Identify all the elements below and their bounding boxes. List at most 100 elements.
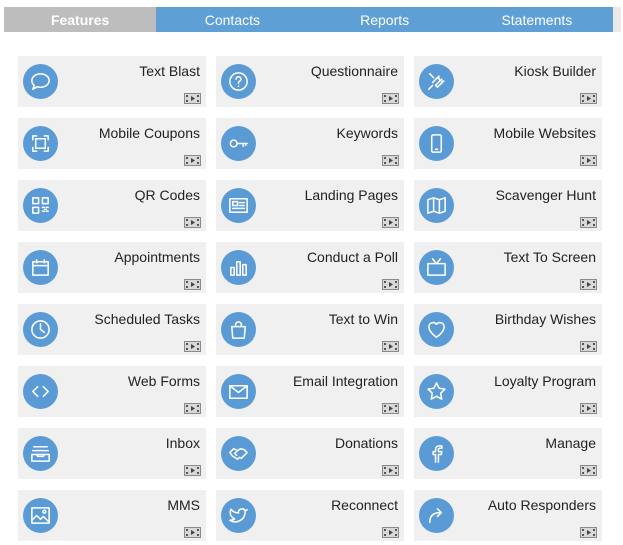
feature-label: Email Integration <box>292 373 398 389</box>
inbox-tray-icon <box>23 436 58 471</box>
code-brackets-icon <box>23 374 58 409</box>
video-tutorial-icon[interactable] <box>382 153 399 166</box>
video-tutorial-icon[interactable] <box>580 153 597 166</box>
feature-label: Web Forms <box>127 373 200 389</box>
feature-card-auto-responders[interactable]: Auto Responders <box>414 490 602 541</box>
feature-card-scavenger-hunt[interactable]: Scavenger Hunt <box>414 180 602 231</box>
video-tutorial-icon[interactable] <box>580 463 597 476</box>
feature-label: Kiosk Builder <box>514 63 596 79</box>
feature-card-reconnect[interactable]: Reconnect <box>216 490 404 541</box>
key-icon <box>221 126 256 161</box>
feature-label: Landing Pages <box>304 187 398 203</box>
qr-code-icon <box>23 188 58 223</box>
feature-card-appointments[interactable]: Appointments <box>18 242 206 293</box>
feature-label: Loyalty Program <box>494 373 596 389</box>
feature-label: Scheduled Tasks <box>94 311 200 327</box>
question-icon <box>221 64 256 99</box>
envelope-icon <box>221 374 256 409</box>
feature-label: Inbox <box>165 435 200 451</box>
video-tutorial-icon[interactable] <box>184 525 201 538</box>
feature-label: Keywords <box>336 125 398 141</box>
tab-statements[interactable]: Statements <box>501 11 573 28</box>
video-tutorial-icon[interactable] <box>382 215 399 228</box>
feature-card-scheduled-tasks[interactable]: Scheduled Tasks <box>18 304 206 355</box>
feature-label: Questionnaire <box>310 63 398 79</box>
video-tutorial-icon[interactable] <box>580 339 597 352</box>
video-tutorial-icon[interactable] <box>184 339 201 352</box>
feature-card-inbox[interactable]: Inbox <box>18 428 206 479</box>
video-tutorial-icon[interactable] <box>184 401 201 414</box>
heart-icon <box>419 312 454 347</box>
landing-page-icon <box>221 188 256 223</box>
shopping-bag-icon <box>221 312 256 347</box>
feature-card-email-integration[interactable]: Email Integration <box>216 366 404 417</box>
feature-card-loyalty-program[interactable]: Loyalty Program <box>414 366 602 417</box>
video-tutorial-icon[interactable] <box>382 525 399 538</box>
feature-card-donations[interactable]: Donations <box>216 428 404 479</box>
video-tutorial-icon[interactable] <box>184 277 201 290</box>
main-tab-bar: Features Contacts Reports Statements <box>4 7 613 32</box>
feature-card-mobile-coupons[interactable]: Mobile Coupons <box>18 118 206 169</box>
feature-card-kiosk-builder[interactable]: Kiosk Builder <box>414 56 602 107</box>
video-tutorial-icon[interactable] <box>382 401 399 414</box>
image-icon <box>23 498 58 533</box>
feature-card-qr-codes[interactable]: QR Codes <box>18 180 206 231</box>
feature-label: Conduct a Poll <box>306 249 398 265</box>
feature-card-keywords[interactable]: Keywords <box>216 118 404 169</box>
video-tutorial-icon[interactable] <box>580 91 597 104</box>
tv-icon <box>419 250 454 285</box>
feature-card-manage[interactable]: Manage <box>414 428 602 479</box>
feature-card-mms[interactable]: MMS <box>18 490 206 541</box>
feature-card-birthday-wishes[interactable]: Birthday Wishes <box>414 304 602 355</box>
calendar-icon <box>23 250 58 285</box>
feature-label: Reconnect <box>331 497 398 513</box>
wrench-icon <box>419 64 454 99</box>
feature-card-conduct-a-poll[interactable]: Conduct a Poll <box>216 242 404 293</box>
mobile-phone-icon <box>419 126 454 161</box>
tab-bar-scroll-edge <box>613 7 621 32</box>
video-tutorial-icon[interactable] <box>580 401 597 414</box>
feature-label: Auto Responders <box>487 497 596 513</box>
feature-label: QR Codes <box>134 187 200 203</box>
video-tutorial-icon[interactable] <box>382 277 399 290</box>
facebook-icon <box>419 436 454 471</box>
video-tutorial-icon[interactable] <box>184 91 201 104</box>
video-tutorial-icon[interactable] <box>580 215 597 228</box>
star-icon <box>419 374 454 409</box>
feature-label: Manage <box>545 435 596 451</box>
feature-card-text-to-screen[interactable]: Text To Screen <box>414 242 602 293</box>
feature-label: Text to Win <box>328 311 398 327</box>
handshake-icon <box>221 436 256 471</box>
video-tutorial-icon[interactable] <box>580 277 597 290</box>
feature-label: Mobile Coupons <box>98 125 200 141</box>
video-tutorial-icon[interactable] <box>184 153 201 166</box>
feature-card-landing-pages[interactable]: Landing Pages <box>216 180 404 231</box>
tab-features[interactable]: Features <box>4 7 157 32</box>
video-tutorial-icon[interactable] <box>382 91 399 104</box>
video-tutorial-icon[interactable] <box>184 215 201 228</box>
feature-label: Birthday Wishes <box>494 311 596 327</box>
feature-card-questionnaire[interactable]: Questionnaire <box>216 56 404 107</box>
bar-chart-icon <box>221 250 256 285</box>
feature-card-web-forms[interactable]: Web Forms <box>18 366 206 417</box>
coupon-icon <box>23 126 58 161</box>
video-tutorial-icon[interactable] <box>580 525 597 538</box>
feature-label: Text Blast <box>139 63 200 79</box>
feature-card-text-blast[interactable]: Text Blast <box>18 56 206 107</box>
speech-bubble-icon <box>23 64 58 99</box>
video-tutorial-icon[interactable] <box>382 339 399 352</box>
video-tutorial-icon[interactable] <box>184 463 201 476</box>
video-tutorial-icon[interactable] <box>382 463 399 476</box>
feature-grid: Text Blast Questionnaire Kiosk Builder Mobi… <box>18 56 603 541</box>
feature-label: MMS <box>167 497 200 513</box>
tab-contacts[interactable]: Contacts <box>204 11 260 28</box>
feature-label: Mobile Websites <box>493 125 596 141</box>
tab-reports[interactable]: Reports <box>360 11 410 28</box>
feature-card-text-to-win[interactable]: Text to Win <box>216 304 404 355</box>
reply-arrow-icon <box>419 498 454 533</box>
map-icon <box>419 188 454 223</box>
feature-label: Scavenger Hunt <box>495 187 596 203</box>
feature-label: Appointments <box>114 249 200 265</box>
twitter-icon <box>221 498 256 533</box>
feature-card-mobile-websites[interactable]: Mobile Websites <box>414 118 602 169</box>
